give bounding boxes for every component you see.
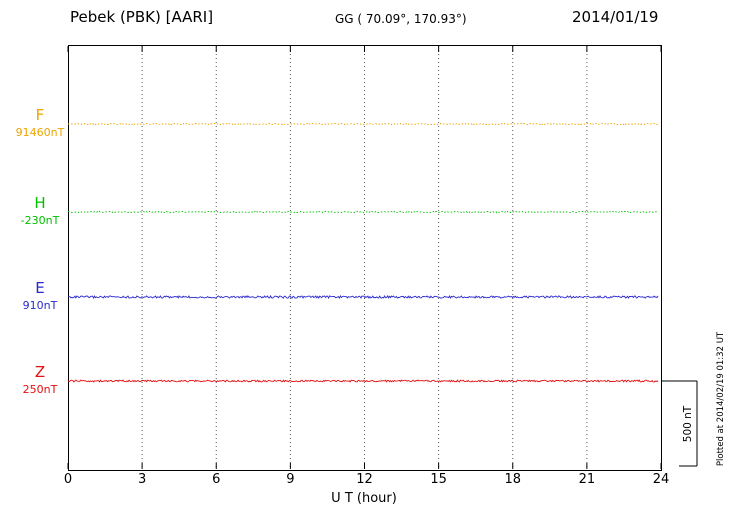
x-tick-label: 0 <box>63 472 73 487</box>
x-tick-label: 12 <box>356 472 373 487</box>
series-baseline-value: 91460nT <box>15 126 65 139</box>
x-tick-label: 9 <box>286 472 295 487</box>
station-title: Pebek (PBK) [AARI] <box>70 8 214 26</box>
series-label-E: E 910nT <box>8 279 72 312</box>
x-tick-label: 24 <box>652 472 670 487</box>
plotted-at-note: Plotted at 2014/02/19 01:32 UT <box>716 331 726 467</box>
series-label-F: F 91460nT <box>8 106 72 139</box>
series-label-H: H -230nT <box>8 194 72 227</box>
x-axis-title: U T (hour) <box>331 491 397 506</box>
trace-H <box>67 210 659 214</box>
series-name: F <box>35 106 45 124</box>
x-tick-label: 6 <box>212 472 221 487</box>
x-tick-label: 21 <box>578 472 596 487</box>
plot-date: 2014/01/19 <box>572 8 659 26</box>
series-baseline-value: -230nT <box>20 214 60 227</box>
x-tick-label: 15 <box>430 472 447 487</box>
scale-bar-label: 500 nT <box>682 405 694 443</box>
trace-F <box>67 122 659 126</box>
series-baseline-value: 250nT <box>22 383 58 396</box>
x-tick-label: 18 <box>504 472 522 487</box>
series-baseline-value: 910nT <box>22 299 58 312</box>
series-label-Z: Z 250nT <box>8 363 72 396</box>
x-tick-label: 3 <box>137 472 147 487</box>
trace-E <box>67 294 659 300</box>
plot-frame <box>68 45 662 471</box>
series-name: Z <box>34 363 46 381</box>
series-name: H <box>34 194 46 212</box>
trace-Z <box>67 379 659 383</box>
station-coordinates: GG ( 70.09°, 170.93°) <box>335 12 467 26</box>
series-name: E <box>35 279 45 297</box>
